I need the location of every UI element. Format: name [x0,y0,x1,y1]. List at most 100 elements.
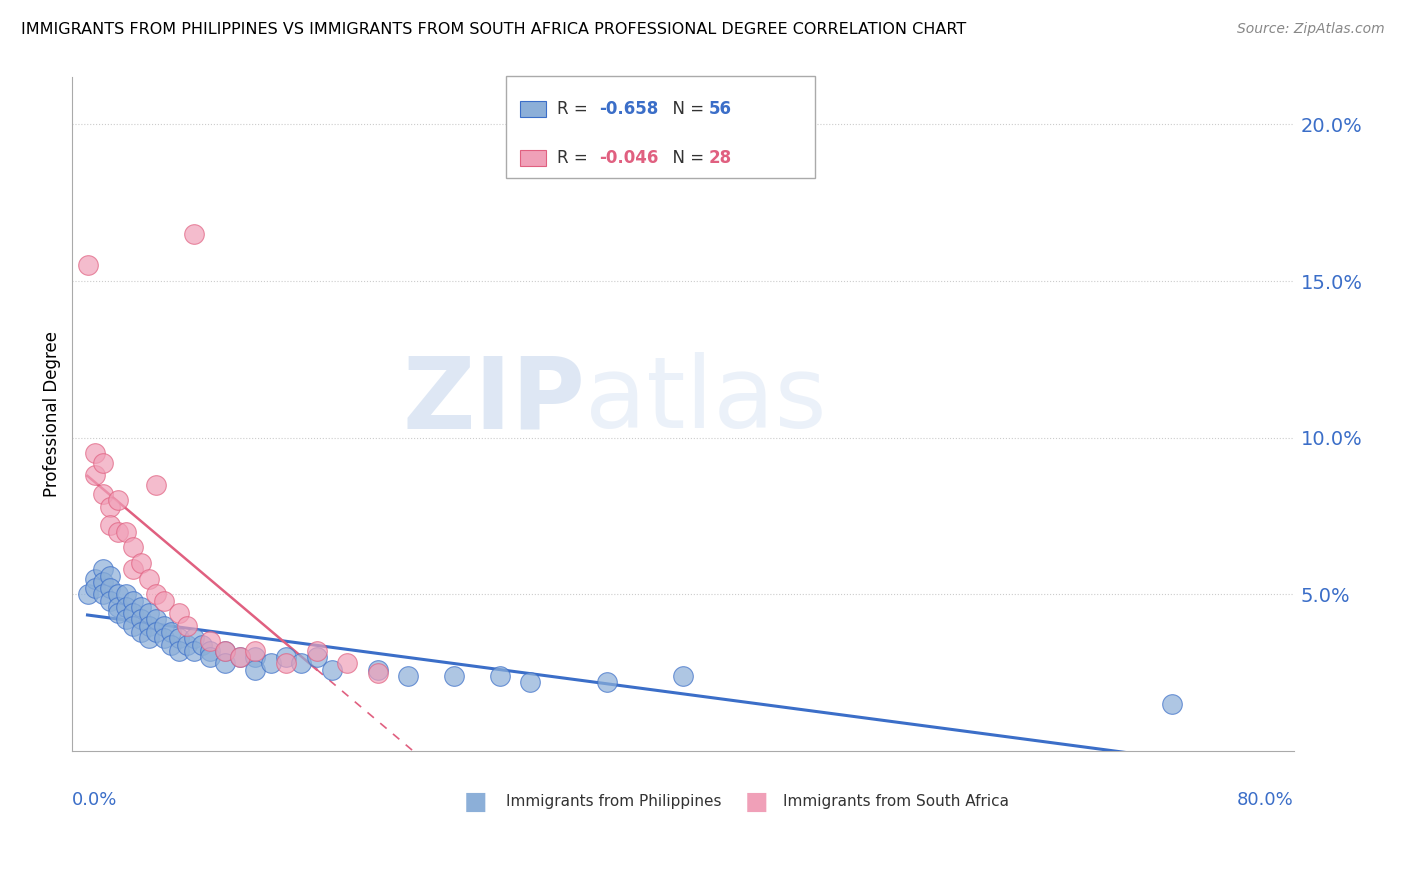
Point [153,632,176,646]
Point [145,477,167,491]
Point [153,618,176,632]
Point [672,669,695,683]
Point [100,581,122,595]
Text: -0.046: -0.046 [599,149,658,167]
Point [122,606,145,620]
Text: IMMIGRANTS FROM PHILIPPINES VS IMMIGRANTS FROM SOUTH AFRICA PROFESSIONAL DEGREE : IMMIGRANTS FROM PHILIPPINES VS IMMIGRANT… [21,22,966,37]
Point [91,587,114,601]
Y-axis label: Professional Degree: Professional Degree [44,331,60,497]
Point [138,606,160,620]
Text: 0.0%: 0.0% [72,791,118,809]
Text: -0.658: -0.658 [599,100,658,118]
Point [107,524,129,539]
Point [76,587,98,601]
Text: Immigrants from South Africa: Immigrants from South Africa [783,794,1010,809]
Point [129,599,152,614]
Point [176,618,198,632]
Point [122,541,145,555]
Point [160,625,183,640]
Point [245,663,267,677]
Point [176,638,198,652]
Point [183,227,205,241]
Point [336,657,359,671]
Point [76,259,98,273]
Point [153,593,176,607]
Point [107,606,129,620]
Point [305,650,328,665]
Point [107,587,129,601]
Text: N =: N = [662,100,710,118]
Point [198,650,221,665]
Text: 28: 28 [709,149,731,167]
Point [519,675,541,690]
Point [122,618,145,632]
Point [260,657,283,671]
Point [138,618,160,632]
Point [488,669,510,683]
Text: Immigrants from Philippines: Immigrants from Philippines [506,794,721,809]
Point [321,663,343,677]
Point [229,650,252,665]
Point [145,587,167,601]
Point [100,518,122,533]
Point [100,500,122,514]
Point [198,634,221,648]
Point [114,587,136,601]
Point [245,644,267,658]
Text: 56: 56 [709,100,731,118]
Point [596,675,619,690]
Point [274,650,297,665]
Point [214,644,236,658]
Text: ■: ■ [464,789,488,814]
Point [107,599,129,614]
Point [129,556,152,570]
Point [145,612,167,626]
Point [396,669,419,683]
Text: R =: R = [557,100,593,118]
Text: atlas: atlas [585,352,827,450]
Text: ZIP: ZIP [402,352,585,450]
Point [214,657,236,671]
Point [167,606,190,620]
Text: Source: ZipAtlas.com: Source: ZipAtlas.com [1237,22,1385,37]
Point [91,574,114,589]
Point [84,468,107,483]
Point [367,665,389,680]
Point [245,650,267,665]
Point [443,669,465,683]
Point [290,657,312,671]
Text: 80.0%: 80.0% [1237,791,1294,809]
Point [114,599,136,614]
Point [214,644,236,658]
Text: R =: R = [557,149,593,167]
Point [100,568,122,582]
Point [145,625,167,640]
Point [84,572,107,586]
Text: ■: ■ [745,789,768,814]
Point [100,593,122,607]
Point [91,456,114,470]
Point [198,644,221,658]
Point [114,612,136,626]
Point [114,524,136,539]
Point [191,638,214,652]
Text: N =: N = [662,149,710,167]
Point [274,657,297,671]
Point [183,644,205,658]
Point [122,593,145,607]
Point [107,493,129,508]
Point [122,562,145,576]
Point [305,644,328,658]
Point [229,650,252,665]
Point [129,625,152,640]
Point [84,581,107,595]
Point [367,663,389,677]
Point [91,487,114,501]
Point [138,632,160,646]
Point [91,562,114,576]
Point [167,644,190,658]
Point [129,612,152,626]
Point [160,638,183,652]
Point [183,632,205,646]
Point [84,446,107,460]
